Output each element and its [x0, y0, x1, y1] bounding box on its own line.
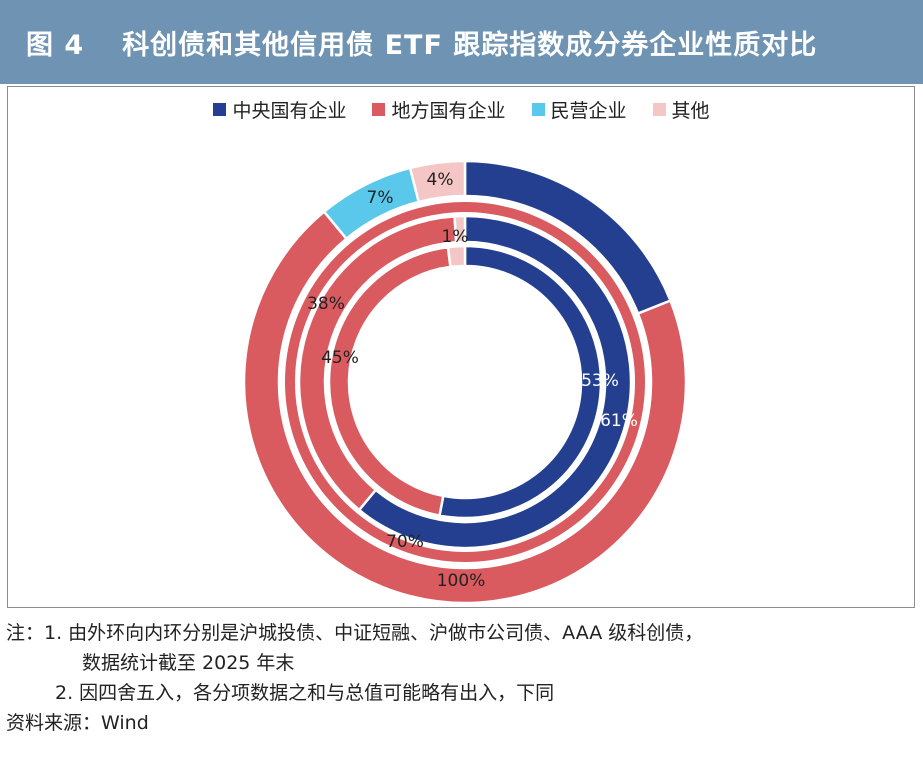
- legend-swatch: [531, 103, 545, 116]
- legend-label: 民营企业: [550, 100, 627, 122]
- legend-swatch: [652, 103, 666, 116]
- legend-swatch: [372, 103, 386, 116]
- donut-segment-ring-sh-market-making-other: [453, 214, 467, 244]
- note-line-3: 2. 因四舍五入，各分项数据之和与总值可能略有出入，下同: [55, 682, 555, 704]
- data-label-ring-sh-market-making-other: 1%: [442, 227, 469, 247]
- legend-label: 地方国有企业: [391, 100, 506, 122]
- donut-segment-ring-aaa-sci-tech-other: [446, 244, 467, 269]
- figure-number: 图 4: [26, 29, 85, 61]
- data-label-ring-sh-urban-investment-local-soe: 70%: [386, 532, 424, 552]
- data-label-ring-sh-urban-investment-private: 7%: [367, 188, 394, 208]
- figure-title: 科创债和其他信用债 ETF 跟踪指数成分券企业性质对比: [122, 29, 818, 61]
- legend-item-other: 其他: [652, 96, 710, 123]
- legend-label: 中央国有企业: [232, 100, 347, 122]
- legend-label: 其他: [671, 100, 710, 122]
- legend-item-private: 民营企业: [531, 96, 627, 123]
- legend-swatch: [213, 103, 227, 116]
- note-line-1: 注：1. 由外环向内环分别是沪城投债、中证短融、沪做市公司债、AAA 级科创债，: [6, 622, 704, 644]
- donut-segment-ring-sh-market-making-central-soe: [357, 214, 633, 550]
- data-label-ring-aaa-sci-tech-local-soe: 45%: [321, 348, 359, 368]
- donut-segment-ring-sh-urban-investment-other: [408, 159, 467, 204]
- figure-notes: 注：1. 由外环向内环分别是沪城投债、中证短融、沪做市公司债、AAA 级科创债，…: [6, 618, 703, 738]
- note-line-2: 数据统计截至 2025 年末: [82, 652, 295, 674]
- chart-legend: 中央国有企业 地方国有企业 民营企业 其他: [0, 96, 923, 123]
- legend-item-local-soe: 地方国有企业: [372, 96, 506, 123]
- data-label-ring-csi-short-term-local-soe: 100%: [437, 571, 486, 591]
- data-label-ring-aaa-sci-tech-central-soe: 53%: [581, 371, 619, 391]
- data-label-ring-sh-market-making-central-soe: 61%: [600, 411, 638, 431]
- figure-title-bar: 图 4 科创债和其他信用债 ETF 跟踪指数成分券企业性质对比: [0, 0, 923, 84]
- source-note: 资料来源：Wind: [6, 712, 149, 734]
- data-label-ring-sh-urban-investment-other: 4%: [427, 170, 454, 190]
- legend-item-central-soe: 中央国有企业: [213, 96, 346, 123]
- data-label-ring-sh-market-making-local-soe: 38%: [307, 294, 345, 314]
- donut-segment-ring-sh-urban-investment-local-soe: [242, 209, 688, 605]
